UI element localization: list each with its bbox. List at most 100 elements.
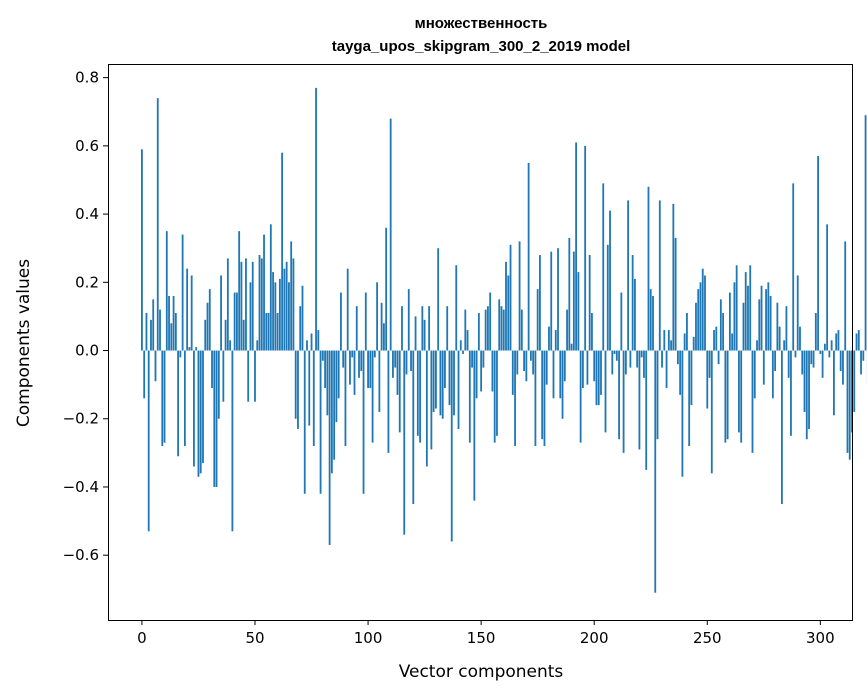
bar-176	[539, 255, 541, 351]
bar-205	[604, 350, 607, 433]
bar-168	[520, 309, 523, 351]
bar-287	[790, 350, 792, 436]
bar-175	[536, 289, 539, 351]
bar-62	[281, 152, 284, 351]
bar-4	[150, 319, 152, 351]
bar-249	[704, 275, 706, 351]
bar-3	[147, 350, 150, 532]
bar-172	[529, 350, 532, 361]
bar-71	[301, 285, 304, 351]
bar-85	[333, 350, 336, 460]
bar-26	[199, 350, 202, 474]
bar-307	[835, 333, 838, 351]
y-axis: −0.6 −0.4 −0.2 0.0 0.2 0.4 0.6 0.8	[63, 69, 108, 564]
bar-178	[543, 350, 546, 447]
bar-177	[541, 350, 544, 440]
bar-187	[563, 350, 566, 382]
bar-101	[369, 350, 372, 389]
bar-275	[762, 350, 765, 385]
bar-51	[256, 340, 259, 351]
x-tick-label: 50	[245, 629, 264, 647]
bar-184	[557, 248, 559, 351]
bar-52	[258, 255, 261, 351]
bar-33	[215, 350, 218, 487]
bar-305	[830, 340, 833, 351]
bar-295	[808, 350, 810, 429]
bar-96	[358, 350, 360, 378]
bar-268	[747, 285, 749, 351]
bar-41	[233, 292, 236, 351]
bar-214	[624, 350, 627, 375]
bar-16	[177, 350, 180, 457]
x-tick-label: 0	[137, 629, 147, 647]
bar-171	[527, 162, 530, 351]
bar-157	[496, 350, 498, 436]
bar-213	[622, 350, 625, 453]
bar-57	[269, 224, 272, 351]
bar-208	[611, 350, 614, 375]
bar-276	[765, 289, 767, 351]
bar-127	[428, 306, 431, 351]
bar-255	[717, 350, 720, 365]
bar-174	[534, 350, 537, 447]
bar-64	[285, 261, 288, 351]
bar-212	[620, 292, 623, 351]
bar-53	[260, 258, 263, 351]
bar-100	[367, 350, 369, 389]
bar-123	[419, 350, 421, 443]
bar-302	[823, 343, 826, 351]
bar-63	[283, 268, 286, 351]
y-tick-label: −0.2	[63, 410, 99, 428]
bar-50	[254, 350, 256, 402]
bar-86	[335, 350, 338, 423]
bar-79	[319, 350, 322, 494]
bar-234	[670, 340, 672, 351]
bar-84	[330, 350, 333, 474]
bar-199	[591, 313, 593, 351]
bar-167	[518, 241, 521, 351]
bar-282	[778, 326, 781, 351]
bar-264	[738, 350, 740, 433]
bar-131	[437, 248, 440, 351]
bar-49	[251, 261, 254, 351]
bar-156	[493, 350, 496, 443]
bar-142	[462, 350, 464, 354]
bar-198	[588, 255, 591, 351]
bar-1	[143, 350, 146, 399]
bar-35	[220, 275, 222, 351]
bar-210	[615, 350, 618, 361]
bar-32	[213, 350, 216, 487]
bar-235	[672, 203, 675, 351]
x-tick-label: 250	[693, 629, 722, 647]
x-tick-label: 150	[467, 629, 496, 647]
bar-221	[640, 350, 643, 358]
bar-110	[389, 118, 392, 351]
bar-21	[188, 347, 191, 351]
bar-207	[609, 210, 611, 351]
bar-191	[572, 251, 575, 351]
bar-216	[629, 350, 632, 368]
bar-55	[265, 313, 268, 351]
bar-181	[550, 251, 553, 351]
bar-232	[665, 350, 668, 389]
bar-306	[833, 350, 835, 416]
bar-301	[821, 350, 824, 378]
bar-253	[713, 330, 715, 351]
bar-10	[163, 350, 166, 443]
bar-313	[848, 350, 851, 460]
bar-293	[803, 350, 806, 412]
bar-124	[421, 306, 424, 351]
bar-237	[676, 350, 679, 365]
bar-150	[480, 350, 483, 392]
bar-137	[450, 350, 453, 542]
bar-204	[602, 183, 605, 351]
bar-254	[715, 326, 718, 351]
bar-193	[577, 272, 580, 351]
chart-subtitle: tayga_upos_skipgram_300_2_2019 model	[332, 38, 631, 55]
bar-83	[328, 350, 331, 545]
x-axis-label: Vector components	[399, 662, 564, 682]
bar-25	[197, 350, 200, 477]
bar-59	[274, 282, 277, 351]
bar-163	[509, 244, 512, 351]
